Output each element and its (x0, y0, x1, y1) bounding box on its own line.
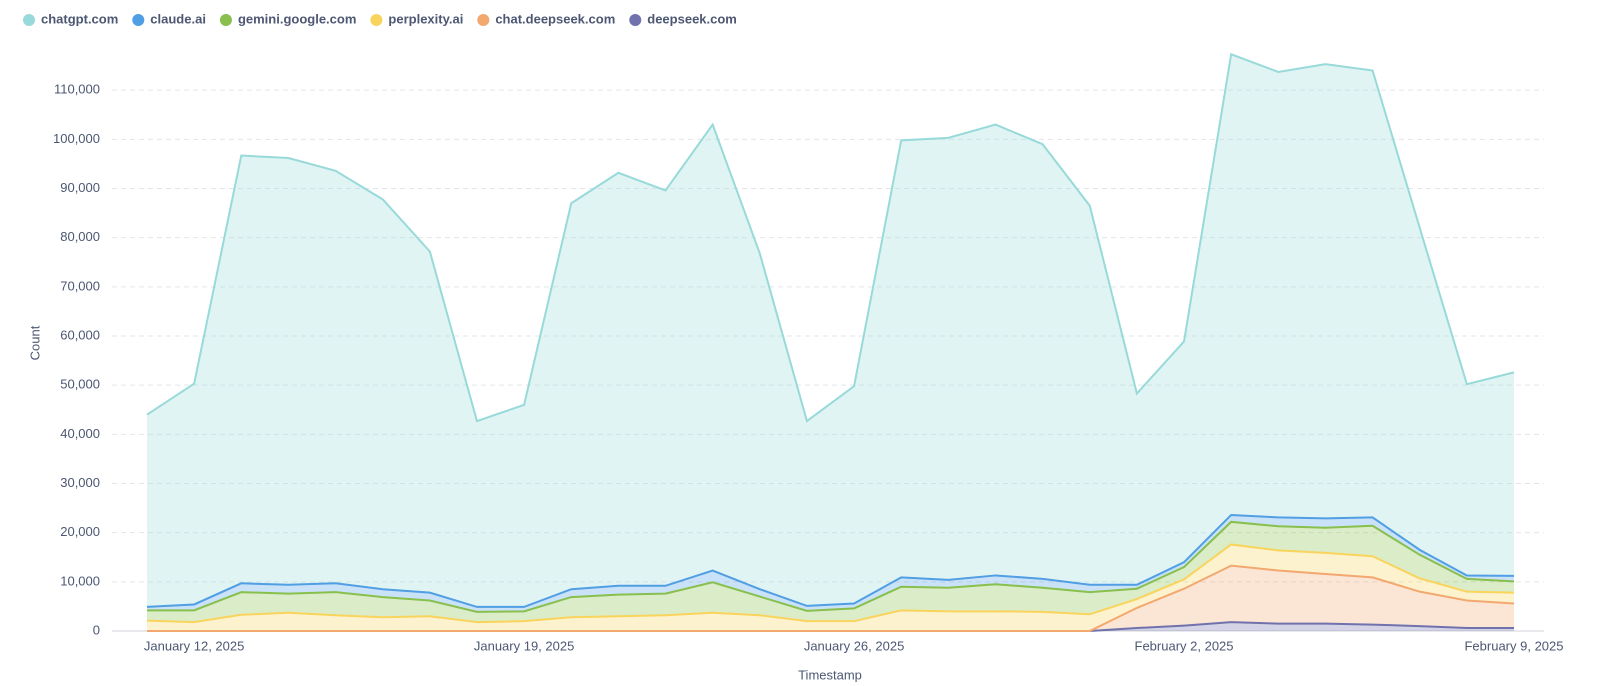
x-tick-label: January 26, 2025 (804, 638, 904, 653)
x-tick-label: February 2, 2025 (1135, 638, 1234, 653)
area (147, 544, 1514, 631)
area-line (146, 543, 1515, 624)
legend-dot (132, 14, 145, 26)
legend-label: chatgpt.com (41, 11, 118, 26)
x-axis-label: Timestamp (798, 667, 862, 682)
y-tick-label: 100,000 (53, 131, 100, 146)
y-axis-label: Count (27, 325, 42, 360)
legend-label: claude.ai (150, 11, 206, 26)
area (147, 565, 1514, 631)
legend-dot (477, 14, 490, 26)
y-tick-label: 60,000 (60, 327, 100, 342)
y-tick-label: 40,000 (60, 426, 100, 441)
area-line (147, 520, 1515, 613)
y-tick-label: 50,000 (60, 377, 100, 392)
x-tick-label: January 12, 2025 (144, 638, 244, 653)
x-tick-label: January 19, 2025 (474, 638, 574, 653)
legend-dot (219, 14, 232, 26)
area-line (146, 513, 1515, 608)
area (147, 54, 1514, 607)
legend-label: chat.deepseek.com (495, 11, 615, 26)
legend-label: perplexity.ai (388, 11, 463, 26)
legend-dot (629, 14, 642, 26)
y-tick-label: 10,000 (60, 573, 100, 588)
legend-label: gemini.google.com (238, 11, 356, 26)
y-tick-label: 110,000 (54, 82, 100, 97)
y-tick-label: 0 (93, 622, 100, 637)
y-tick-label: 70,000 (60, 278, 100, 293)
y-tick-label: 90,000 (60, 180, 100, 195)
legend-label: deepseek.com (647, 11, 737, 26)
legend-dot (370, 14, 383, 26)
area (147, 622, 1514, 631)
area (147, 514, 1514, 612)
y-tick-label: 30,000 (60, 475, 100, 490)
y-tick-label: 20,000 (60, 524, 100, 539)
y-tick-label: 80,000 (60, 229, 100, 244)
legend-dot (23, 14, 35, 26)
area-line (147, 564, 1515, 632)
x-tick-label: February 9, 2025 (1464, 638, 1563, 653)
area-line (146, 52, 1515, 423)
